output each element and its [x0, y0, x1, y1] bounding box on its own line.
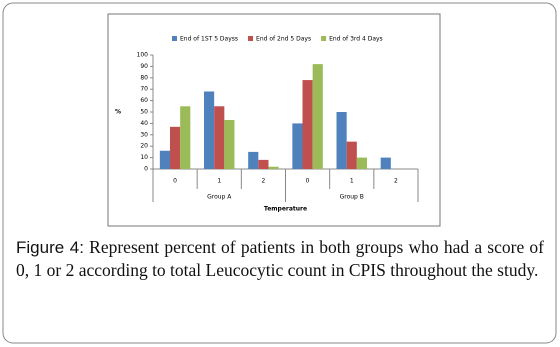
x-tick-label: 0	[306, 178, 310, 185]
legend-swatch	[321, 36, 327, 41]
legend-swatch	[172, 36, 177, 41]
group-label: Group A	[207, 194, 232, 201]
x-tick-label: 1	[350, 178, 354, 185]
y-tick-label: 0	[144, 166, 148, 173]
legend-label: End of 1ST 5 Dayss	[180, 36, 238, 43]
bar	[180, 106, 191, 169]
frame	[2, 2, 557, 344]
caption-text: Represent percent of patients in both gr…	[16, 237, 545, 280]
caption-label: Figure 4:	[16, 238, 84, 257]
bar	[170, 126, 181, 169]
y-tick-label: 40	[140, 120, 148, 127]
y-tick-label: 90	[140, 63, 148, 70]
bar	[346, 141, 357, 169]
bar	[268, 166, 279, 169]
y-tick-label: 30	[140, 131, 148, 138]
bar	[292, 123, 303, 169]
x-tick-label: 0	[173, 178, 177, 185]
legend-label: End of 2nd 5 Days	[256, 36, 311, 43]
x-tick-label: 2	[262, 178, 266, 185]
legend-swatch	[248, 36, 254, 41]
bar	[312, 64, 323, 169]
bar	[204, 91, 215, 169]
bar	[248, 151, 259, 169]
group-label: Group B	[340, 194, 364, 201]
y-axis-label: %	[115, 109, 121, 116]
caption: Figure 4: Represent percent of patients …	[16, 236, 544, 282]
bar	[302, 80, 313, 169]
y-tick-label: 20	[140, 143, 148, 150]
y-tick-label: 100	[137, 52, 149, 59]
x-tick-label: 1	[217, 178, 221, 185]
y-tick-label: 60	[140, 97, 148, 104]
x-tick-label: 2	[394, 178, 398, 185]
bar	[258, 159, 269, 169]
chart-area	[107, 13, 441, 227]
bar	[224, 119, 235, 169]
legend-label: End of 3rd 4 Days	[329, 36, 383, 43]
bar	[380, 157, 391, 169]
x-axis-label: Temperature	[264, 206, 307, 213]
bar	[214, 106, 225, 169]
bar	[159, 150, 171, 169]
y-tick-label: 50	[140, 109, 148, 116]
bar	[336, 112, 347, 169]
bar	[356, 157, 367, 169]
y-tick-label: 70	[140, 86, 148, 93]
y-tick-label: 10	[140, 154, 148, 161]
y-tick-label: 80	[140, 74, 148, 81]
